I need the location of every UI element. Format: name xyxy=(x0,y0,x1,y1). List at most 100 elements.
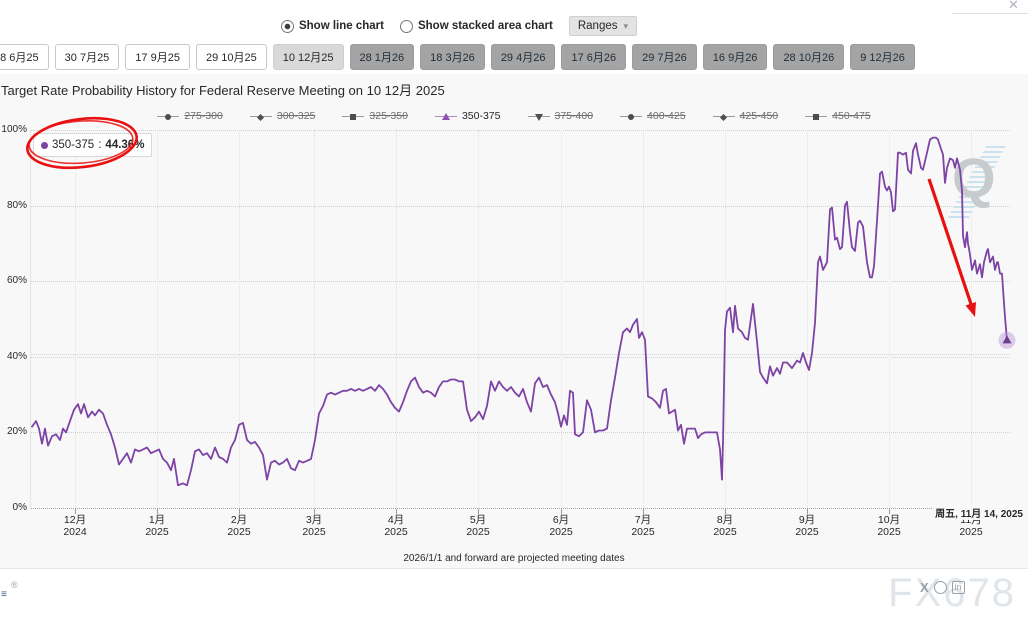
show-line-chart-radio[interactable]: Show line chart xyxy=(280,19,384,33)
x-tick-8月 xyxy=(725,509,726,514)
share-circle-icon[interactable] xyxy=(933,581,947,594)
x-tick-9月 xyxy=(807,509,808,514)
v-gridline-3月 xyxy=(314,130,315,508)
x-tick-4月 xyxy=(396,509,397,514)
v-gridline-2月 xyxy=(239,130,240,508)
legend-item-350-375[interactable]: 350-375 xyxy=(434,110,501,122)
legend-label: 275-300 xyxy=(184,110,223,122)
gridline-40 xyxy=(30,356,1010,358)
v-gridline-1月 xyxy=(157,130,158,508)
twitter-share-icon[interactable]: X xyxy=(920,580,929,595)
x-tick-5月 xyxy=(478,509,479,514)
v-gridline-9月 xyxy=(807,130,808,508)
x-tick-label-7月: 7月 2025 xyxy=(631,514,655,538)
chart-legend: 275-300 300-325 325-350 350-375 375-400 400-4… xyxy=(0,110,1028,122)
y-tick-label-60: 60% xyxy=(6,275,27,287)
legend-item-325-350[interactable]: 325-350 xyxy=(342,110,408,122)
y-tick-label-80: 80% xyxy=(6,199,27,211)
legend-item-425-450[interactable]: 425-450 xyxy=(712,110,779,122)
x-tick-6月 xyxy=(561,509,562,514)
ranges-label: Ranges xyxy=(577,20,618,32)
legend-item-275-300[interactable]: 275-300 xyxy=(157,110,223,122)
show-line-chart-label: Show line chart xyxy=(298,20,384,32)
tab-18-6月25[interactable]: 18 6月25 xyxy=(0,44,49,70)
legend-item-300-325[interactable]: 300-325 xyxy=(249,110,315,122)
projected-dates-footnote: 2026/1/1 and forward are projected meeti… xyxy=(403,553,625,564)
radio-unselected-icon[interactable] xyxy=(399,19,413,33)
gridline-100 xyxy=(30,130,1010,131)
fx678-watermark: FX678 xyxy=(888,571,1016,615)
chart-widget-background xyxy=(0,74,1028,568)
legend-item-450-475[interactable]: 450-475 xyxy=(805,110,871,122)
tab-28-10月26[interactable]: 28 10月26 xyxy=(773,44,845,70)
legend-label: 425-450 xyxy=(739,110,779,122)
callout-colon: : xyxy=(98,139,102,151)
tab-17-6月26[interactable]: 17 6月26 xyxy=(561,44,627,70)
triangle-down-marker-icon xyxy=(527,112,550,121)
chevron-down-icon: ▾ xyxy=(623,20,629,31)
y-tick-label-0: 0% xyxy=(12,502,27,513)
callout-series-label: 350-375 xyxy=(52,139,95,151)
chart-controls: Show line chart Show stacked area chart … xyxy=(0,16,973,36)
v-gridline-4月 xyxy=(396,130,397,508)
gridline-80 xyxy=(30,205,1010,207)
x-tick-label-4月: 4月 2025 xyxy=(384,514,408,538)
header-divider xyxy=(952,13,1028,14)
diamond-marker-icon xyxy=(249,112,272,121)
y-axis-line xyxy=(30,130,31,509)
hovered-date-label: 周五, 11月 14, 2025 xyxy=(932,505,1026,520)
tab-18-3月26[interactable]: 18 3月26 xyxy=(420,44,485,70)
x-tick-label-6月: 6月 2025 xyxy=(549,514,573,538)
legend-label: 450-475 xyxy=(832,110,871,122)
linkedin-share-icon[interactable]: in xyxy=(951,581,965,594)
x-tick-3月 xyxy=(314,509,315,514)
v-gridline-6月 xyxy=(561,130,562,508)
x-tick-label-10月: 10月 2025 xyxy=(877,514,901,538)
tab-29-10月25[interactable]: 29 10月25 xyxy=(195,44,267,70)
share-icons-row: X in xyxy=(920,580,965,595)
x-tick-label-9月: 9月 2025 xyxy=(795,514,819,538)
registered-mark-icon: ® xyxy=(11,580,18,590)
close-icon[interactable]: ✕ xyxy=(1008,0,1019,12)
tab-29-4月26[interactable]: 29 4月26 xyxy=(490,44,556,70)
x-tick-label-3月: 3月 2025 xyxy=(302,514,326,538)
x-tick-1月 xyxy=(157,509,158,514)
circle-marker-icon xyxy=(157,112,180,121)
radio-selected-icon[interactable] xyxy=(280,19,294,33)
y-tick-label-40: 40% xyxy=(6,350,27,362)
series-value-callout: 350-375: 44.36% xyxy=(33,133,153,157)
v-gridline-8月 xyxy=(725,130,726,508)
y-tick-label-100: 100% xyxy=(1,124,27,135)
legend-label: 325-350 xyxy=(369,110,408,122)
x-tick-7月 xyxy=(643,509,644,514)
tab-30-7月25[interactable]: 30 7月25 xyxy=(54,44,120,70)
tab-17-9月25[interactable]: 17 9月25 xyxy=(125,44,190,70)
chart-title: Target Rate Probability History for Fede… xyxy=(1,83,445,98)
gridline-60 xyxy=(30,281,1010,283)
series-marker-dot-icon xyxy=(41,141,48,149)
plot-line xyxy=(30,354,1010,356)
x-tick-12月 xyxy=(75,509,76,514)
legend-item-400-425[interactable]: 400-425 xyxy=(620,110,686,122)
x-tick-2月 xyxy=(239,509,240,514)
show-stacked-area-chart-radio[interactable]: Show stacked area chart xyxy=(399,19,553,33)
v-gridline-10月 xyxy=(889,130,890,508)
gridline-20 xyxy=(30,432,1010,434)
menu-icon[interactable]: ≡ xyxy=(1,589,7,600)
tab-29-7月26[interactable]: 29 7月26 xyxy=(632,44,697,70)
ranges-dropdown-button[interactable]: Ranges ▾ xyxy=(568,16,638,36)
v-gridline-7月 xyxy=(643,130,644,508)
triangle-up-marker-icon xyxy=(434,112,457,121)
tab-28-1月26[interactable]: 28 1月26 xyxy=(349,44,415,70)
square-marker-icon xyxy=(805,112,828,121)
tab-10-12月25[interactable]: 10 12月25 xyxy=(272,44,344,70)
legend-item-375-400[interactable]: 375-400 xyxy=(527,110,594,122)
tab-9-12月26[interactable]: 9 12月26 xyxy=(850,44,915,70)
legend-label: 375-400 xyxy=(554,110,594,122)
v-gridline-12月 xyxy=(75,130,76,508)
tab-16-9月26[interactable]: 16 9月26 xyxy=(702,44,768,70)
square-marker-icon xyxy=(342,112,365,121)
bottom-divider xyxy=(0,568,1028,569)
x-axis-line xyxy=(30,508,1010,509)
